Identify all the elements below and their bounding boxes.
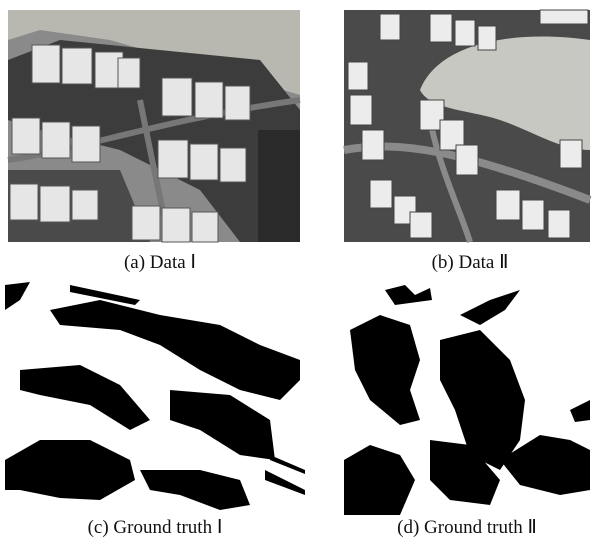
mask-ground-truth-1 [5,280,305,510]
caption: (d) Ground truth Ⅱ [397,517,537,538]
figure: (a) Data Ⅰ (b) Data Ⅱ (c) Ground truth Ⅰ… [0,0,602,545]
mask-ground-truth-2 [344,283,590,515]
caption: (a) Data Ⅰ [124,252,196,273]
image-data-2 [344,10,590,242]
caption: (c) Ground truth Ⅰ [88,517,223,538]
image-data-1 [8,10,300,242]
caption: (b) Data Ⅱ [432,252,509,273]
